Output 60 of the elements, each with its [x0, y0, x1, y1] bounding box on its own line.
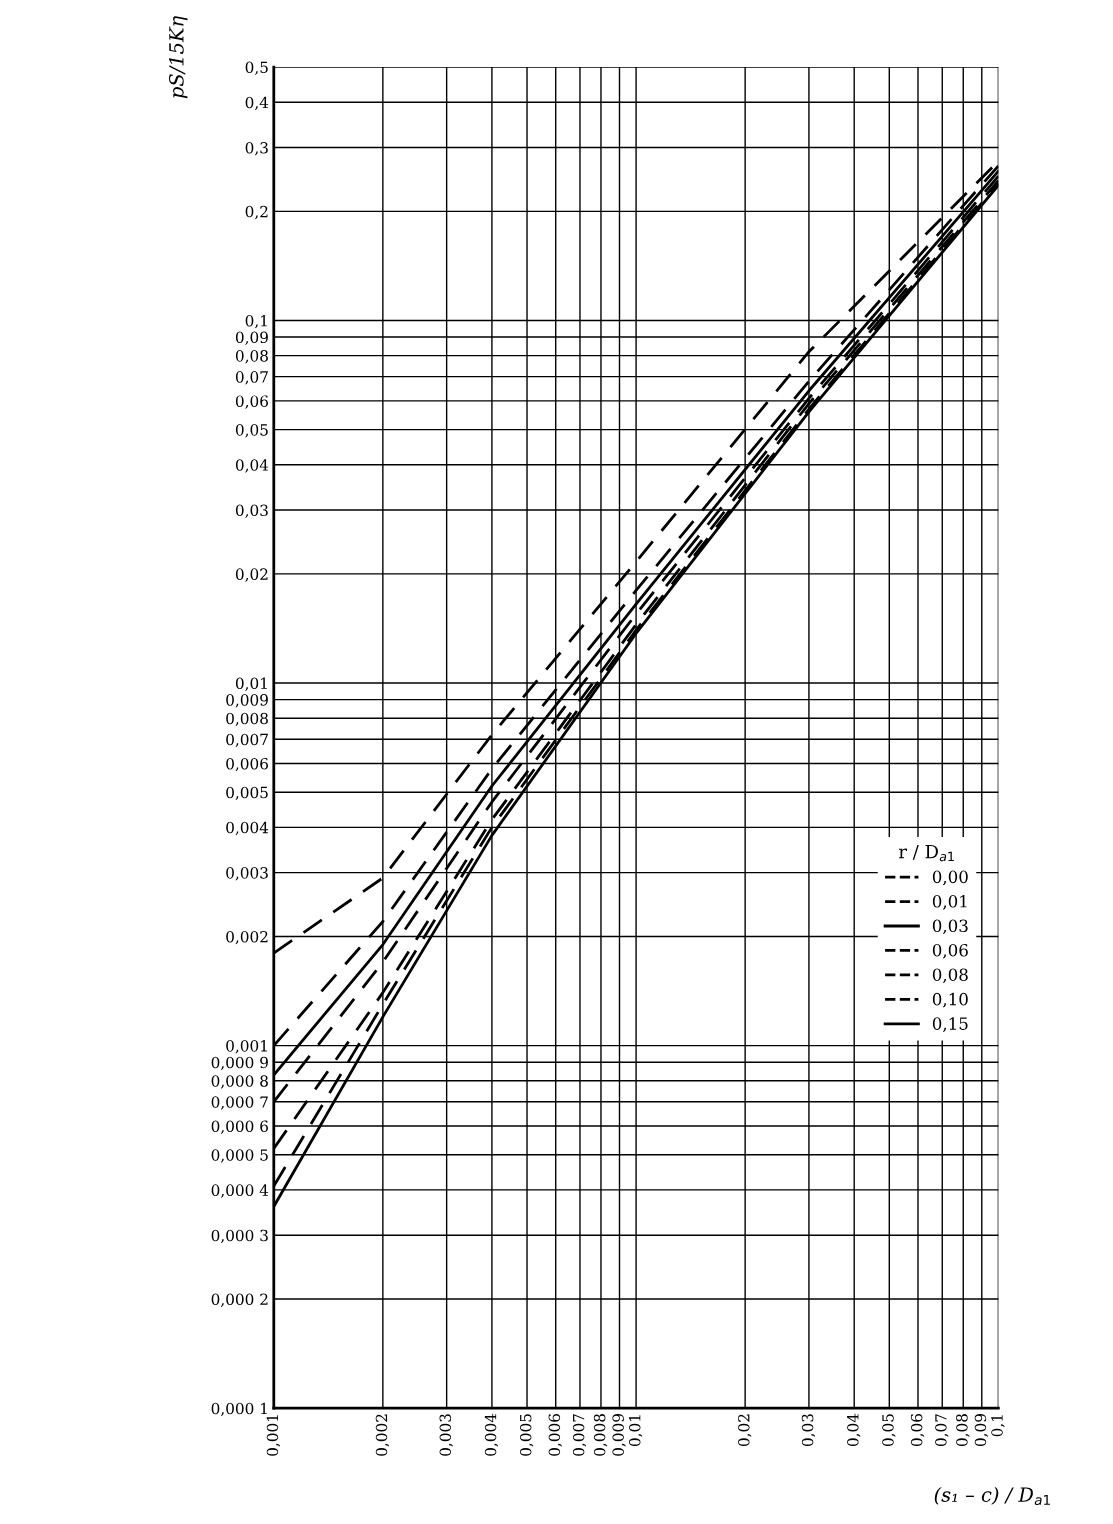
y-tick-label: 0,05	[235, 424, 268, 438]
x-axis-title: (s₁ – c) / D$_{a1}$	[934, 1486, 1050, 1506]
y-tick-label: 0,01	[235, 677, 267, 691]
legend-label: 0,00	[932, 870, 968, 886]
y-tick-label: 0,006	[226, 757, 268, 772]
y-tick-label: 0,000 1	[211, 1402, 267, 1417]
x-tick-label: 0,01	[628, 1415, 643, 1447]
y-tick-label: 0,4	[245, 96, 269, 111]
legend-label: 0,03	[932, 919, 968, 935]
y-tick-label: 0,06	[235, 395, 268, 409]
x-tick-label: 0,008	[593, 1414, 608, 1456]
y-tick-label: 0,3	[245, 141, 268, 156]
legend-title: r / D$_{a1}$	[899, 844, 954, 862]
legend-label: 0,06	[932, 943, 968, 959]
y-tick-label: 0,000 8	[211, 1075, 268, 1089]
legend-label: 0,01	[932, 894, 967, 910]
x-tick-label: 0,004	[484, 1413, 499, 1456]
y-tick-label: 0,005	[226, 786, 268, 801]
x-tick-label: 0,02	[738, 1414, 752, 1447]
x-tick-label: 0,003	[439, 1414, 453, 1456]
x-tick-label: 0,005	[519, 1414, 534, 1456]
y-tick-label: 0,1	[245, 314, 267, 329]
x-tick-label: 0,09	[974, 1414, 989, 1447]
y-tick-label: 0,004	[226, 821, 269, 836]
x-tick-label: 0,05	[882, 1414, 896, 1447]
y-tick-label: 0,07	[235, 371, 268, 385]
x-tick-label: 0,1	[991, 1415, 1005, 1437]
y-tick-label: 0,007	[226, 733, 268, 748]
x-tick-label: 0,07	[935, 1414, 949, 1447]
legend-label: 0,15	[932, 1017, 968, 1032]
y-tick-label: 0,000 3	[211, 1229, 268, 1244]
y-tick-label: 0,003	[226, 867, 268, 881]
y-tick-label: 0,000 4	[211, 1184, 269, 1198]
legend-label: 0,08	[932, 968, 968, 984]
x-tick-label: 0,03	[801, 1414, 816, 1447]
y-tick-label: 0,000 7	[211, 1096, 268, 1110]
y-tick-label: 0,009	[226, 694, 268, 708]
x-tick-label: 0,08	[956, 1414, 970, 1447]
y-tick-label: 0,03	[235, 504, 268, 518]
y-tick-label: 0,2	[245, 205, 268, 220]
y-tick-label: 0,02	[235, 568, 268, 582]
y-tick-label: 0,09	[235, 331, 268, 345]
x-tick-label: 0,002	[375, 1414, 390, 1456]
y-tick-label: 0,000 5	[211, 1149, 268, 1163]
x-tick-label: 0,006	[548, 1414, 563, 1456]
y-tick-label: 0,5	[245, 61, 268, 75]
y-tick-label: 0,08	[235, 350, 268, 364]
y-axis-title: pS/15Kη	[169, 16, 188, 99]
y-tick-label: 0,002	[226, 930, 268, 945]
legend-label: 0,10	[932, 992, 968, 1008]
y-tick-label: 0,008	[226, 712, 268, 727]
x-tick-label: 0,007	[572, 1414, 587, 1456]
y-tick-label: 0,000 6	[211, 1120, 268, 1134]
y-tick-label: 0,001	[226, 1040, 267, 1054]
y-tick-label: 0,000 9	[211, 1056, 268, 1071]
x-tick-label: 0,04	[847, 1413, 861, 1447]
x-tick-label: 0,009	[612, 1414, 626, 1456]
x-tick-label: 0,06	[910, 1414, 925, 1447]
y-tick-label: 0,04	[235, 459, 269, 473]
y-tick-label: 0,000 2	[211, 1293, 268, 1307]
